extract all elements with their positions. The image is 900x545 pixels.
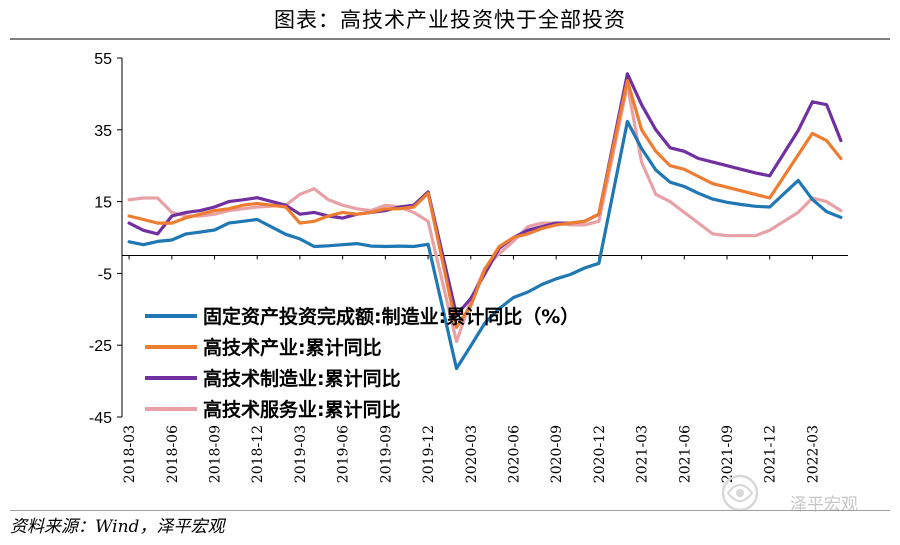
series-line: [127, 78, 843, 329]
legend-label: 高技术产业:累计同比: [203, 336, 382, 359]
x-tick-label: 2021-06: [677, 425, 693, 483]
legend-label: 固定资产投资完成额:制造业:累计同比（%）: [203, 305, 579, 328]
series-line: [127, 119, 843, 371]
legend-label: 高技术制造业:累计同比: [203, 367, 401, 390]
series-line: [127, 72, 843, 317]
x-tick-label: 2018-09: [208, 425, 224, 483]
x-tick-label: 2018-06: [165, 425, 181, 483]
x-tick-label: 2021-12: [763, 425, 779, 483]
x-tick-label: 2019-06: [336, 425, 352, 483]
y-tick-label: -25: [89, 338, 112, 355]
legend-label: 高技术服务业:累计同比: [203, 398, 401, 421]
title-divider: [10, 38, 890, 40]
x-tick-label: 2020-06: [506, 425, 522, 483]
x-tick-label: 2019-12: [421, 425, 437, 483]
x-tick-label: 2020-09: [549, 425, 565, 483]
x-tick-label: 2022-03: [805, 425, 821, 483]
x-tick-label: 2018-12: [250, 425, 266, 483]
watermark-text: 泽平宏观: [790, 495, 858, 515]
x-tick-label: 2019-09: [378, 425, 394, 483]
x-tick-label: 2019-03: [293, 425, 309, 483]
y-tick-label: 15: [94, 195, 112, 212]
x-axis: 2018-03 2018-06 2018-09 2018-12 2019-03 2019-…: [122, 254, 848, 483]
source-note: 资料来源：Wind，泽平宏观: [10, 517, 225, 537]
y-tick-label: 35: [94, 123, 112, 140]
legend: 固定资产投资完成额:制造业:累计同比（%） 高技术产业:累计同比高技术制造业:累计…: [145, 305, 579, 421]
x-tick-label: 2021-03: [635, 425, 651, 483]
series-line: [127, 83, 843, 344]
y-tick-label: -45: [89, 410, 112, 427]
x-tick-label: 2021-09: [720, 425, 736, 483]
x-tick-label: 2020-12: [592, 425, 608, 483]
y-tick-label: -5: [98, 266, 112, 283]
x-tick-label: 2020-03: [464, 425, 480, 483]
y-axis: 55 35 15 -5 -25 -45: [89, 51, 123, 427]
footer-divider: [10, 510, 890, 511]
chart-title: 图表：高技术产业投资快于全部投资: [274, 8, 626, 32]
y-tick-label: 55: [94, 51, 112, 68]
x-tick-label: 2018-03: [122, 425, 138, 483]
series-layer: [127, 72, 843, 371]
